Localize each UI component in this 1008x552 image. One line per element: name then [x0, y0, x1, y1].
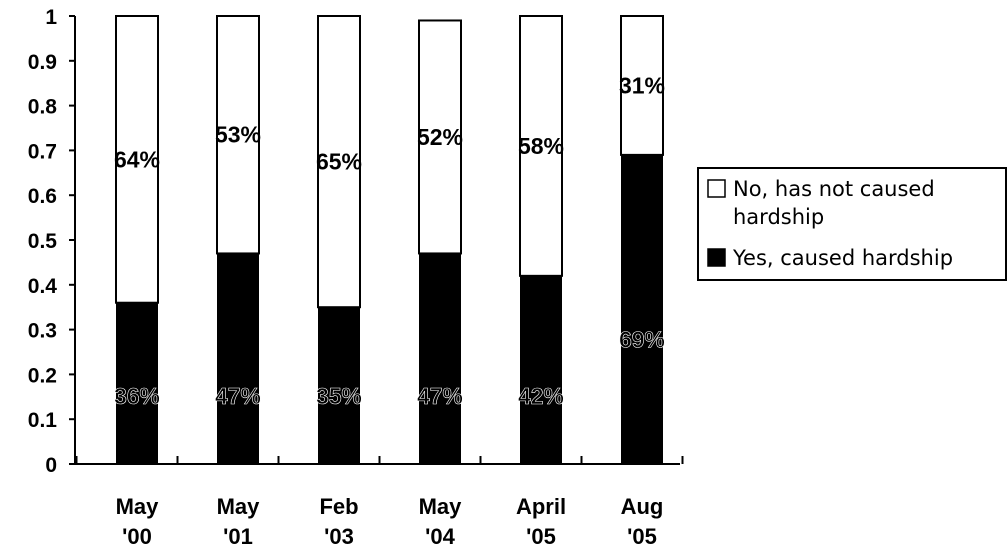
x-tick-label-4-0: April	[516, 494, 566, 519]
bar-no-5	[620, 15, 664, 156]
x-tick-label-3-0: May	[419, 494, 463, 519]
y-tick-label-9: 0.9	[28, 51, 57, 74]
x-tick-label-2-1: '03	[324, 524, 354, 549]
x-tick-label-0-0: May	[116, 494, 160, 519]
legend-swatch-1	[707, 248, 726, 267]
y-tick-label-1: 0.1	[28, 409, 58, 432]
y-tick-label-5: 0.5	[28, 230, 58, 253]
bar-yes-0	[116, 302, 158, 464]
data-label-no-1: 53%	[215, 122, 261, 148]
bar-yes-3	[419, 253, 461, 464]
data-label-no-0: 64%	[114, 146, 160, 172]
legend-label-0-1: hardship	[733, 205, 824, 229]
legend: No, has not caused hardship Yes, caused ha…	[697, 167, 1007, 281]
bars-layer	[115, 15, 664, 464]
data-label-yes-5: 69%	[619, 326, 665, 352]
x-tick-label-1-1: '01	[223, 524, 253, 549]
data-label-yes-4: 42%	[518, 383, 564, 409]
legend-label-0-0: No, has not caused	[733, 177, 935, 201]
x-tick-label-2-0: Feb	[319, 494, 358, 519]
bar-yes-5	[621, 154, 663, 464]
y-tick-label-2: 0.2	[28, 364, 57, 387]
data-label-yes-0: 36%	[114, 383, 160, 409]
bar-no-0	[115, 15, 159, 304]
legend-label-1-0: Yes, caused hardship	[732, 246, 953, 270]
x-tick-label-0-1: '00	[122, 524, 152, 549]
axes-layer: May '00 May '01 Feb '03 May '04 April '05 Aug '05 0 0…	[28, 6, 684, 549]
data-label-no-5: 31%	[619, 72, 665, 98]
data-label-yes-3: 47%	[417, 383, 463, 409]
x-tick-label-1-0: May	[217, 494, 261, 519]
x-tick-label-4-1: '05	[526, 524, 556, 549]
legend-box	[697, 167, 1007, 281]
y-tick-label-8: 0.8	[28, 96, 58, 119]
data-label-no-2: 65%	[316, 149, 362, 175]
bar-no-2	[317, 15, 361, 309]
y-tick-label-10: 1	[45, 6, 57, 29]
bar-yes-2	[318, 307, 360, 464]
x-tick-label-5-0: Aug	[621, 494, 664, 519]
y-tick-label-6: 0.6	[28, 185, 57, 208]
bar-yes-4	[520, 275, 562, 464]
data-labels-layer: 36% 64% 47% 53% 35% 65% 47% 52% 42% 58% 69% 31%	[114, 72, 666, 409]
data-label-no-4: 58%	[518, 133, 564, 159]
y-tick-label-7: 0.7	[28, 140, 57, 163]
y-tick-label-3: 0.3	[28, 320, 57, 343]
data-label-yes-2: 35%	[316, 383, 362, 409]
data-label-no-3: 52%	[417, 124, 463, 150]
y-tick-label-4: 0.4	[28, 275, 58, 298]
bar-yes-1	[217, 253, 259, 464]
y-tick-label-0: 0	[45, 454, 57, 477]
bar-no-4	[519, 15, 563, 277]
legend-swatch-0	[707, 179, 726, 198]
bar-no-1	[216, 15, 260, 255]
x-tick-label-5-1: '05	[627, 524, 657, 549]
x-tick-label-3-1: '04	[425, 524, 455, 549]
bar-no-3	[418, 19, 462, 255]
data-label-yes-1: 47%	[215, 383, 261, 409]
